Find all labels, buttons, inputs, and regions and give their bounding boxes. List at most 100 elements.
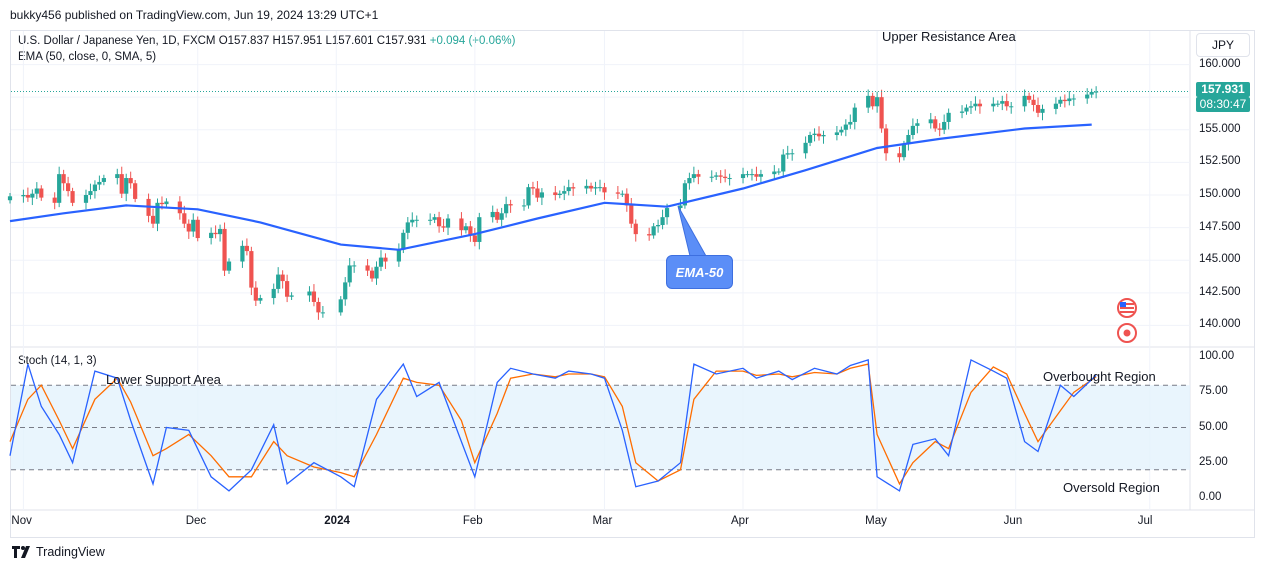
candle-body (1094, 91, 1099, 93)
candle-body (870, 95, 875, 107)
upper-resistance-label: Upper Resistance Area (882, 29, 1016, 44)
candle-body (651, 226, 656, 236)
candle-body (1004, 101, 1009, 107)
time-tick-label: Nov (11, 515, 32, 527)
candle-body (785, 153, 790, 155)
candle-body (133, 183, 138, 199)
candle-body (499, 213, 504, 220)
ema-callout-pointer (677, 205, 707, 257)
candle-body (88, 191, 93, 195)
candle-body (562, 191, 567, 194)
candle-body (436, 217, 442, 227)
candle-body (92, 184, 98, 192)
candle-body (588, 185, 594, 189)
candle-body (365, 265, 370, 271)
candle-body (285, 281, 290, 297)
candle-body (401, 232, 406, 250)
candle-body (995, 103, 1000, 105)
lower-support-label: Lower Support Area (106, 372, 221, 387)
tradingview-logo-icon (12, 546, 30, 558)
candle-body (723, 176, 728, 179)
candle-body (369, 270, 375, 279)
candle-body (343, 282, 348, 300)
candle-body (553, 192, 558, 195)
ema-callout[interactable]: EMA-50 (666, 255, 733, 289)
ema-legend[interactable]: EMA (50, close, 0, SMA, 5) (18, 51, 157, 63)
candle-body (280, 274, 285, 282)
candle-body (897, 153, 902, 158)
candle-body (696, 174, 701, 177)
us-flag-canton (1120, 302, 1126, 307)
candle-body (714, 175, 719, 177)
us-flag-stripe (1120, 311, 1134, 313)
candle-body (477, 217, 482, 242)
stoch-tick-label: 75.00 (1199, 385, 1228, 398)
candle-body (883, 128, 889, 154)
jp-flag-sun (1123, 329, 1131, 337)
time-tick-label: Feb (462, 515, 483, 527)
candle-body (991, 103, 996, 107)
candle-body (164, 201, 169, 205)
candle-body (521, 205, 527, 207)
stoch-legend[interactable]: Stoch (14, 1, 3) (18, 355, 97, 367)
price-tick-label: 150.000 (1199, 188, 1241, 200)
candle-body (906, 135, 911, 145)
candle-body (320, 312, 325, 314)
candle-body (624, 193, 629, 206)
candle-body (445, 218, 451, 228)
candle-body (758, 174, 764, 177)
candle-body (772, 171, 777, 175)
candle-body (597, 187, 603, 189)
ema-50-line (9, 123, 1092, 251)
candle-body (249, 251, 254, 288)
price-tick-label: 147.500 (1199, 220, 1241, 233)
candle-body (816, 133, 822, 137)
candle-body (1071, 98, 1076, 100)
candle-body (209, 232, 214, 239)
last-price-tag: 157.931 (1196, 82, 1250, 97)
candle-body (946, 112, 951, 122)
candle-body (414, 219, 419, 221)
candle-body (1040, 108, 1045, 113)
candle-body (240, 245, 245, 262)
candle-body (374, 266, 379, 279)
candle-body (410, 219, 415, 223)
candle-body (968, 106, 974, 108)
candle-body (119, 174, 124, 194)
candle-body (754, 174, 759, 177)
candle-body (1058, 99, 1063, 104)
candle-body (244, 245, 249, 252)
candle-body (271, 288, 276, 299)
candle-body (39, 188, 44, 198)
price-tick-label: 142.500 (1199, 285, 1241, 298)
overbought-label: Overbought Region (1043, 369, 1156, 384)
time-tick-label: May (865, 515, 887, 527)
candle-body (432, 217, 437, 220)
symbol-name[interactable]: U.S. Dollar / Japanese Yen, 1D, FXCM (18, 35, 216, 47)
candle-body (383, 257, 388, 262)
candle-body (933, 119, 938, 129)
candle-body (834, 132, 839, 135)
candle-body (1062, 99, 1067, 102)
candle-body (1035, 105, 1041, 113)
tradingview-brand[interactable]: TradingView (12, 545, 105, 559)
candle-body (1085, 94, 1090, 99)
candle-body (812, 133, 817, 135)
candle-body (253, 287, 258, 301)
candle-body (602, 187, 607, 193)
candle-body (396, 249, 401, 262)
publisher-line: bukky456 published on TradingView.com, J… (10, 8, 379, 22)
currency-button[interactable]: JPY (1196, 33, 1250, 57)
candle-body (973, 103, 978, 107)
candle-body (463, 226, 469, 231)
candle-body (660, 217, 665, 225)
candle-body (472, 235, 477, 242)
countdown-tag: 08:30:47 (1196, 97, 1250, 112)
candle-body (821, 135, 826, 137)
candle-body (441, 226, 446, 228)
candle-body (535, 188, 540, 198)
candle-body (566, 187, 571, 192)
candle-body (30, 193, 35, 198)
candle-body (709, 176, 714, 178)
